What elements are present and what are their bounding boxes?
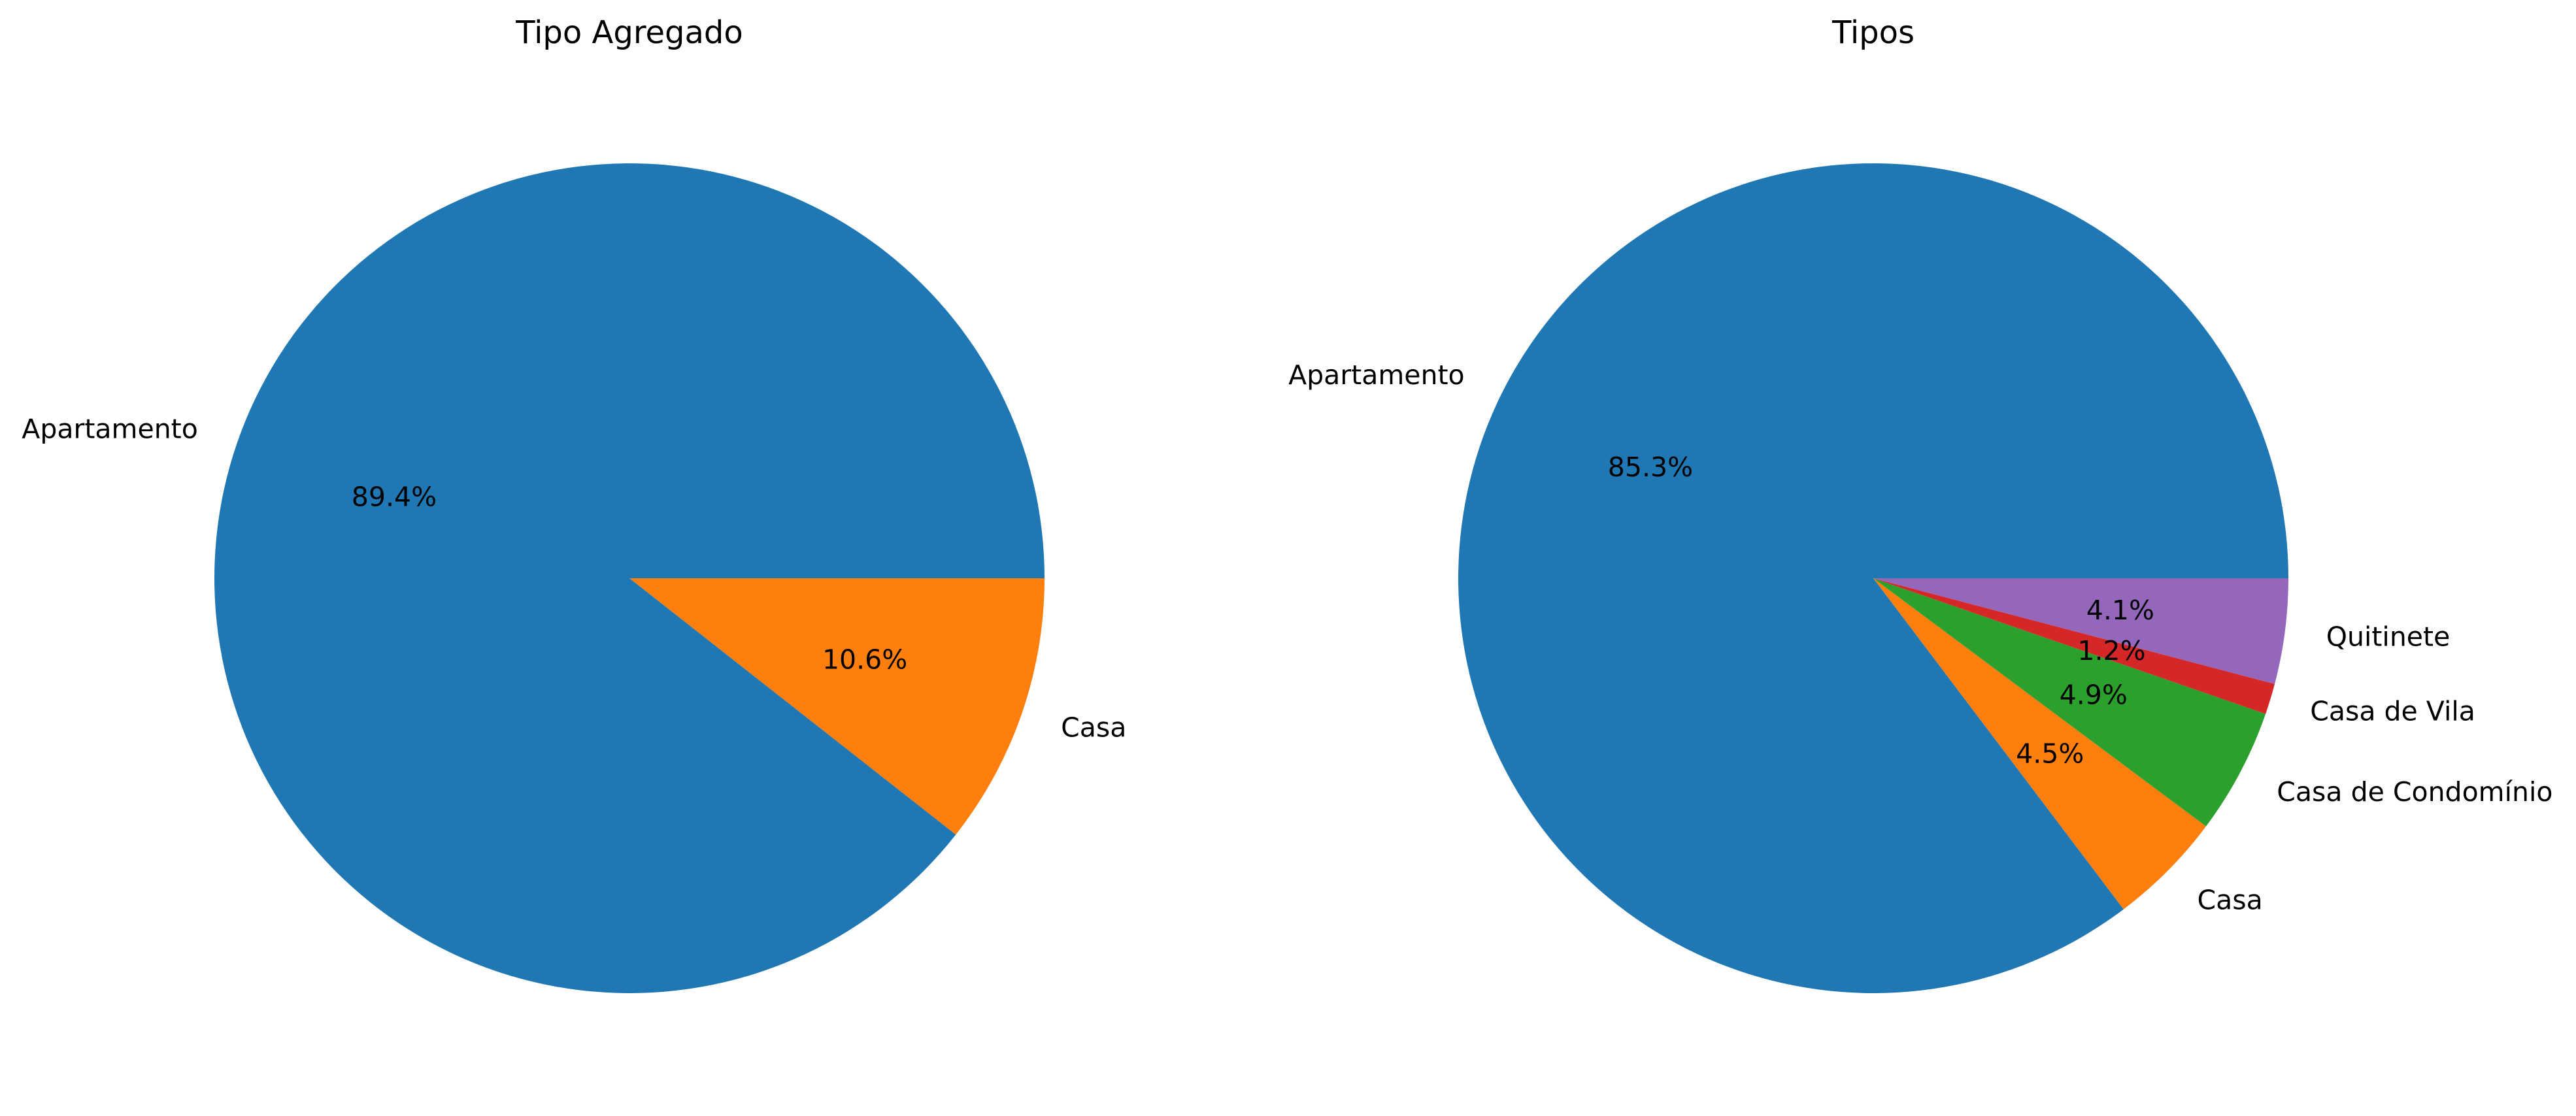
- slice-label-casa: Casa: [1061, 712, 1126, 743]
- percent-label-casa-de-condominio: 4.9%: [2060, 679, 2128, 710]
- percent-label-apartamento: 85.3%: [1608, 451, 1693, 483]
- percent-label-apartamento: 89.4%: [352, 481, 437, 512]
- percent-label-casa: 4.5%: [2016, 738, 2084, 770]
- pie-labels: Apartamento 85.3% Casa 4.5% Casa de Condomín…: [1288, 359, 2552, 916]
- slice-label-casa-de-vila: Casa de Vila: [2310, 695, 2475, 727]
- slice-label-apartamento: Apartamento: [22, 414, 198, 445]
- pie-slices: [214, 163, 1045, 993]
- slice-label-casa-de-condominio: Casa de Condomínio: [2277, 776, 2552, 808]
- pie-slice-quitinete: [1873, 578, 2288, 684]
- pie-labels: Apartamento 89.4% Casa 10.6%: [22, 414, 1126, 744]
- pie-slice-casa: [629, 578, 1045, 835]
- chart-title: Tipo Agregado: [515, 14, 743, 51]
- pie-slice-casa-de-condominio: [1873, 578, 2266, 827]
- pie-slice-casa-de-vila: [1873, 578, 2275, 714]
- percent-label-casa: 10.6%: [822, 644, 907, 676]
- chart-title: Tipos: [1832, 14, 1915, 51]
- slice-label-apartamento: Apartamento: [1288, 359, 1465, 391]
- pie-slice-casa: [1873, 578, 2206, 910]
- percent-label-casa-de-vila: 1.2%: [2077, 635, 2145, 666]
- slice-label-casa: Casa: [2197, 884, 2262, 915]
- pie-slices: [1458, 163, 2288, 993]
- slice-label-quitinete: Quitinete: [2326, 621, 2451, 653]
- pie-chart-tipo-agregado: Tipo Agregado Apartamento 89.4% Casa 10.6%: [22, 14, 1126, 993]
- percent-label-quitinete: 4.1%: [2086, 595, 2154, 626]
- pie-chart-tipos: Tipos Apartamento 85.3% Casa 4.5% Casa de Co…: [1288, 14, 2552, 993]
